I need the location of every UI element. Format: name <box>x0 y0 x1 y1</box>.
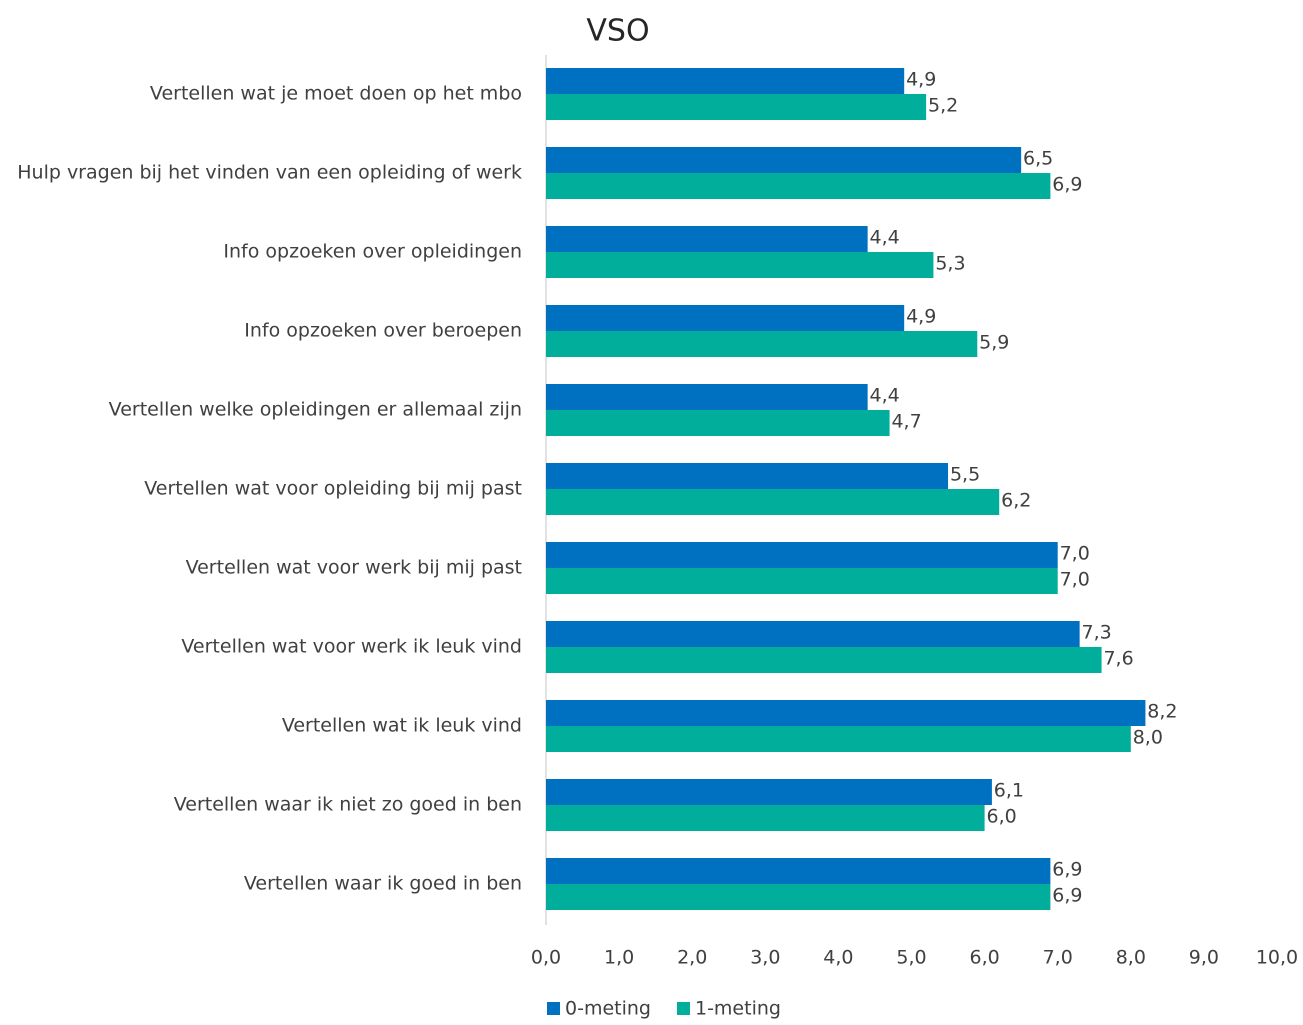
bar <box>546 542 1058 568</box>
data-label: 8,0 <box>1133 727 1163 749</box>
bar <box>546 94 927 120</box>
bar <box>546 252 934 278</box>
x-tick-label: 2,0 <box>677 947 707 969</box>
legend-swatch <box>547 1002 560 1015</box>
data-label: 4,9 <box>906 69 936 91</box>
bar <box>546 700 1146 726</box>
bar <box>546 779 992 805</box>
data-label: 8,2 <box>1147 701 1177 723</box>
data-label: 6,9 <box>1052 859 1082 881</box>
bar <box>546 858 1051 884</box>
y-tick-label: Vertellen wat voor opleiding bij mij pas… <box>144 478 522 500</box>
data-label: 7,0 <box>1060 569 1090 591</box>
data-label: 4,4 <box>870 385 900 407</box>
x-tick-label: 10,0 <box>1256 947 1298 969</box>
x-tick-label: 0,0 <box>531 947 561 969</box>
y-tick-label: Hulp vragen bij het vinden van een oplei… <box>17 162 522 184</box>
data-label: 6,1 <box>994 780 1024 802</box>
x-tick-label: 8,0 <box>1116 947 1146 969</box>
x-tick-label: 3,0 <box>750 947 780 969</box>
y-tick-label: Info opzoeken over opleidingen <box>223 241 522 263</box>
data-label: 4,7 <box>891 411 921 433</box>
bar <box>546 384 868 410</box>
chart-title: VSO <box>586 14 649 49</box>
data-label: 6,9 <box>1052 885 1082 907</box>
y-tick-label: Vertellen wat ik leuk vind <box>282 715 522 737</box>
data-label: 5,3 <box>935 253 965 275</box>
bar <box>546 463 949 489</box>
data-label: 5,5 <box>950 464 980 486</box>
legend-label: 1-meting <box>695 998 781 1020</box>
y-tick-label: Vertellen wat voor werk bij mij past <box>186 557 522 579</box>
bar <box>546 647 1102 673</box>
x-tick-label: 1,0 <box>604 947 634 969</box>
y-tick-label: Vertellen waar ik goed in ben <box>244 873 522 895</box>
y-tick-label: Vertellen waar ik niet zo goed in ben <box>174 794 522 816</box>
x-tick-label: 4,0 <box>823 947 853 969</box>
data-label: 5,9 <box>979 332 1009 354</box>
data-label: 4,9 <box>906 306 936 328</box>
data-label: 6,0 <box>986 806 1016 828</box>
data-label: 5,2 <box>928 95 958 117</box>
bar <box>546 173 1051 199</box>
x-tick-label: 5,0 <box>896 947 926 969</box>
bar <box>546 805 985 831</box>
x-tick-label: 9,0 <box>1189 947 1219 969</box>
bar <box>546 621 1080 647</box>
bar <box>546 226 868 252</box>
y-tick-label: Info opzoeken over beroepen <box>244 320 522 342</box>
bar <box>546 884 1051 910</box>
bar <box>546 331 978 357</box>
bar <box>546 410 890 436</box>
data-label: 7,0 <box>1060 543 1090 565</box>
x-tick-label: 6,0 <box>969 947 999 969</box>
y-tick-label: Vertellen wat je moet doen op het mbo <box>150 83 522 105</box>
data-label: 7,3 <box>1082 622 1112 644</box>
data-label: 6,2 <box>1001 490 1031 512</box>
x-tick-label: 7,0 <box>1043 947 1073 969</box>
bar <box>546 726 1131 752</box>
y-tick-label: Vertellen welke opleidingen er allemaal … <box>109 399 522 421</box>
bar <box>546 305 905 331</box>
y-tick-label: Vertellen wat voor werk ik leuk vind <box>181 636 522 658</box>
data-label: 6,9 <box>1052 174 1082 196</box>
data-label: 4,4 <box>870 227 900 249</box>
legend-swatch <box>676 1002 690 1015</box>
bar <box>546 568 1058 594</box>
legend-label: 0-meting <box>565 998 651 1020</box>
bar <box>546 68 905 94</box>
data-label: 7,6 <box>1103 648 1133 670</box>
bar <box>546 489 1000 515</box>
bar <box>546 147 1022 173</box>
data-label: 6,5 <box>1023 148 1053 170</box>
